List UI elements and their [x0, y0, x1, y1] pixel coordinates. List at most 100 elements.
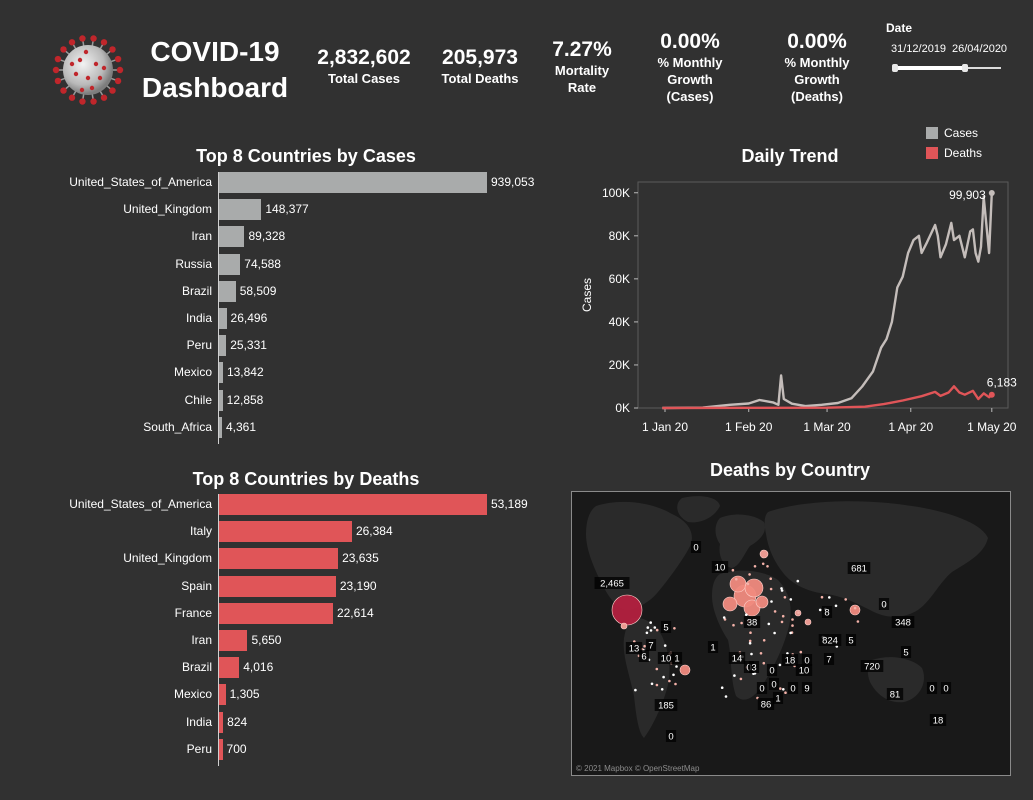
- map-country-dot[interactable]: [770, 600, 773, 603]
- map-death-bubble[interactable]: [611, 594, 643, 626]
- map-country-dot[interactable]: [748, 573, 751, 576]
- slider-end-handle[interactable]: [962, 64, 969, 72]
- deaths-bar[interactable]: [219, 548, 339, 570]
- cases-bar[interactable]: [219, 226, 245, 248]
- map-country-dot[interactable]: [673, 627, 676, 630]
- map-country-dot[interactable]: [762, 661, 766, 665]
- map-country-dot[interactable]: [655, 667, 659, 671]
- map-death-bubble[interactable]: [722, 596, 738, 612]
- map-country-dot[interactable]: [797, 611, 800, 614]
- map-country-dot[interactable]: [773, 631, 776, 635]
- map-country-dot[interactable]: [781, 614, 785, 618]
- cases-bar[interactable]: [219, 416, 222, 438]
- slider-start-handle[interactable]: [892, 64, 898, 72]
- map-country-dot[interactable]: [660, 688, 664, 691]
- map-country-dot[interactable]: [789, 598, 793, 601]
- map-death-bubble[interactable]: [759, 549, 769, 559]
- map-country-dot[interactable]: [769, 587, 773, 591]
- map-country-dot[interactable]: [745, 613, 748, 616]
- map-country-dot[interactable]: [766, 565, 769, 568]
- map-country-dot[interactable]: [789, 631, 792, 635]
- map-country-dot[interactable]: [773, 610, 777, 613]
- cases-bar[interactable]: [219, 335, 227, 357]
- map-country-dot[interactable]: [748, 639, 752, 643]
- map-country-dot[interactable]: [759, 652, 763, 655]
- deaths-bar[interactable]: [219, 657, 240, 679]
- map-country-dot[interactable]: [761, 562, 765, 566]
- map-country-dot[interactable]: [767, 622, 771, 626]
- map-country-dot[interactable]: [724, 695, 728, 698]
- map-country-dot[interactable]: [649, 621, 652, 624]
- map-country-dot[interactable]: [674, 682, 677, 686]
- map-country-dot[interactable]: [749, 631, 752, 634]
- map-death-bubble[interactable]: [744, 578, 764, 598]
- map-country-dot[interactable]: [643, 644, 646, 648]
- map-country-dot[interactable]: [856, 620, 860, 623]
- map-death-bubble[interactable]: [679, 664, 691, 676]
- deaths-bar[interactable]: [219, 521, 352, 543]
- map-country-dot[interactable]: [782, 688, 785, 691]
- map-death-bubble[interactable]: [849, 604, 861, 616]
- map-country-dot[interactable]: [668, 679, 671, 683]
- cases-bar[interactable]: [219, 308, 227, 329]
- map-death-bubble[interactable]: [804, 618, 812, 626]
- map-country-dot[interactable]: [799, 650, 803, 654]
- map-country-dot[interactable]: [740, 621, 743, 625]
- cases-bar[interactable]: [219, 280, 236, 302]
- map-country-dot[interactable]: [663, 644, 667, 647]
- map-death-bubble[interactable]: [729, 575, 747, 593]
- series-end-point[interactable]: [988, 391, 995, 398]
- map-country-dot[interactable]: [662, 675, 665, 679]
- map-death-bubble[interactable]: [620, 622, 628, 630]
- map-country-dot[interactable]: [753, 565, 757, 568]
- map-country-dot[interactable]: [791, 618, 794, 621]
- cases-bar[interactable]: [219, 253, 241, 275]
- legend-item-deaths[interactable]: Deaths: [924, 145, 1014, 165]
- series-end-point[interactable]: [988, 189, 995, 196]
- map-country-dot[interactable]: [720, 686, 724, 689]
- map-country-dot[interactable]: [675, 665, 678, 668]
- map-country-dot[interactable]: [645, 631, 649, 635]
- map-country-dot[interactable]: [732, 623, 735, 627]
- map-country-dot[interactable]: [722, 616, 726, 619]
- map-country-dot[interactable]: [791, 624, 794, 627]
- series-line-cases[interactable]: [662, 192, 993, 410]
- map-country-dot[interactable]: [783, 596, 787, 599]
- cases-bar[interactable]: [219, 199, 262, 221]
- map-country-dot[interactable]: [853, 606, 857, 610]
- map-country-dot[interactable]: [649, 629, 653, 632]
- map-country-dot[interactable]: [828, 596, 831, 599]
- map-country-dot[interactable]: [796, 579, 800, 583]
- map-country-dot[interactable]: [844, 598, 847, 601]
- map-death-bubble[interactable]: [755, 595, 769, 609]
- map-country-dot[interactable]: [735, 577, 738, 581]
- map-country-dot[interactable]: [769, 577, 772, 580]
- map-country-dot[interactable]: [750, 652, 753, 656]
- map-country-dot[interactable]: [672, 673, 675, 677]
- map-country-dot[interactable]: [752, 672, 755, 675]
- map-country-dot[interactable]: [780, 589, 784, 592]
- series-line-deaths[interactable]: [662, 385, 993, 410]
- map-country-dot[interactable]: [731, 568, 735, 572]
- map-country-dot[interactable]: [748, 641, 752, 645]
- deaths-bar[interactable]: [219, 684, 226, 706]
- map-country-dot[interactable]: [733, 674, 736, 677]
- deaths-bar[interactable]: [219, 711, 224, 733]
- map-country-dot[interactable]: [834, 604, 838, 608]
- deaths-by-country-map[interactable]: 0106812,46553883481376101824511418075030…: [571, 491, 1011, 776]
- deaths-bar[interactable]: [219, 630, 248, 651]
- map-country-dot[interactable]: [779, 687, 782, 690]
- deaths-bar[interactable]: [219, 738, 223, 760]
- map-country-dot[interactable]: [820, 595, 824, 599]
- map-country-dot[interactable]: [784, 691, 787, 694]
- map-country-dot[interactable]: [655, 683, 659, 687]
- map-country-dot[interactable]: [739, 677, 743, 681]
- map-country-dot[interactable]: [778, 663, 782, 667]
- cases-bar[interactable]: [219, 362, 223, 384]
- deaths-bar[interactable]: [219, 602, 333, 624]
- map-country-dot[interactable]: [646, 626, 650, 629]
- map-country-dot[interactable]: [780, 620, 784, 624]
- map-country-dot[interactable]: [762, 639, 766, 642]
- map-country-dot[interactable]: [653, 626, 657, 629]
- date-range-slider[interactable]: [892, 63, 1001, 73]
